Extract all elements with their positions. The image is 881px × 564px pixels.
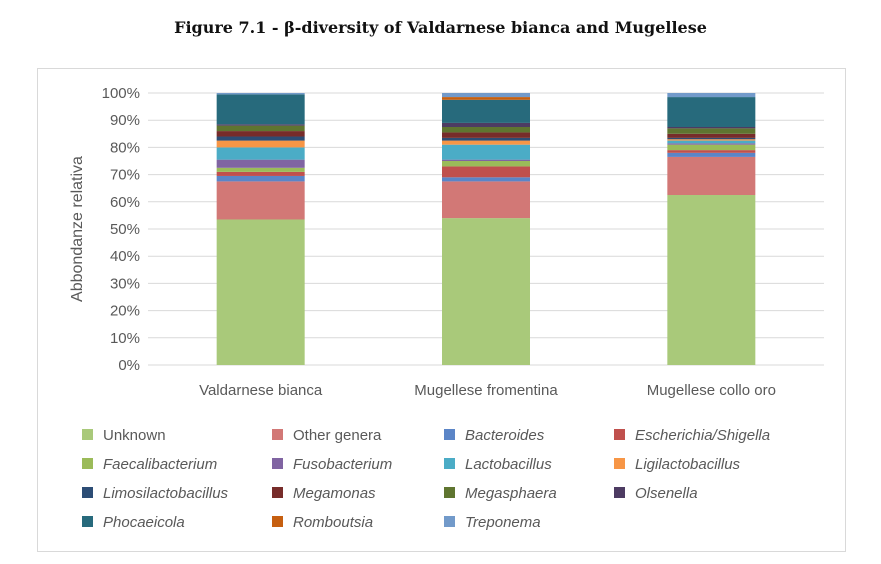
legend-label: Unknown xyxy=(103,427,166,444)
bar-segment xyxy=(216,94,305,125)
legend-label: Olsenella xyxy=(635,485,698,502)
y-tick-label: 50% xyxy=(110,221,140,238)
x-tick-label: Valdarnese bianca xyxy=(199,382,323,399)
bar-segment xyxy=(216,171,305,176)
y-axis-title: Abbondanze relativa xyxy=(69,156,86,302)
y-tick-label: 30% xyxy=(110,275,140,292)
bar-segment xyxy=(442,99,530,123)
legend-swatch xyxy=(82,516,93,527)
legend-label: Faecalibacterium xyxy=(103,456,217,473)
bar-segment xyxy=(442,132,530,138)
y-tick-label: 40% xyxy=(110,248,140,265)
bar-segment xyxy=(667,140,756,144)
legend-swatch xyxy=(82,429,93,440)
y-tick-label: 20% xyxy=(110,303,140,320)
bar-segment xyxy=(442,166,530,178)
legend-swatch xyxy=(272,487,283,498)
stacked-bar-chart: 0% 10% 20% 30% 40% 50% 60% 70% 80% 90% 100% Valdar… xyxy=(69,85,824,531)
y-tick-label: 70% xyxy=(110,167,140,184)
bar-segment xyxy=(442,144,530,160)
y-tick-label: 80% xyxy=(110,139,140,156)
legend-swatch xyxy=(444,429,455,440)
legend-swatch xyxy=(444,487,455,498)
bar-segment xyxy=(667,144,756,151)
bar-segment xyxy=(216,124,305,126)
bars xyxy=(216,93,756,365)
bar-segment xyxy=(667,97,756,127)
bar-segment xyxy=(667,152,756,157)
legend-swatch xyxy=(444,516,455,527)
bar-segment xyxy=(667,93,756,98)
bar-segment xyxy=(667,195,756,365)
bar-segment xyxy=(442,137,530,141)
y-tick-label: 10% xyxy=(110,330,140,347)
legend-label: Treponema xyxy=(465,514,541,531)
y-tick-label: 60% xyxy=(110,194,140,211)
legend: Unknown Other genera Bacteroides Escherichi… xyxy=(82,427,770,531)
bar-segment xyxy=(216,93,305,95)
bar-segment xyxy=(667,133,756,138)
legend-label: Megamonas xyxy=(293,485,376,502)
bar-segment xyxy=(442,218,530,365)
bar-segment xyxy=(216,147,305,160)
bar-segment xyxy=(667,127,756,129)
legend-swatch xyxy=(614,458,625,469)
legend-swatch xyxy=(444,458,455,469)
legend-label: Romboutsia xyxy=(293,514,373,531)
bar-segment xyxy=(442,97,530,100)
chart-container: 0% 10% 20% 30% 40% 50% 60% 70% 80% 90% 100% Valdar… xyxy=(37,68,846,552)
y-tick-label: 0% xyxy=(118,357,140,374)
bar-segment xyxy=(442,140,530,145)
bar-segment xyxy=(442,161,530,167)
bar-segment xyxy=(216,175,305,182)
bar-segment xyxy=(442,93,530,98)
bar-segment xyxy=(216,140,305,148)
bar-segment xyxy=(667,143,756,145)
legend-label: Lactobacillus xyxy=(465,456,552,473)
legend-label: Fusobacterium xyxy=(293,456,392,473)
bar-segment xyxy=(216,159,305,168)
bar-segment xyxy=(216,167,305,172)
legend-label: Other genera xyxy=(293,427,382,444)
bar-segment xyxy=(442,177,530,182)
legend-label: Limosilactobacillus xyxy=(103,485,229,502)
bar-segment xyxy=(216,219,305,365)
bar-segment xyxy=(667,137,756,140)
bar-segment xyxy=(216,181,305,220)
legend-label: Bacteroides xyxy=(465,427,545,444)
x-tick-label: Mugellese fromentina xyxy=(414,382,558,399)
x-axis-ticks: Valdarnese bianca Mugellese fromentina Mug… xyxy=(199,382,776,399)
legend-swatch xyxy=(614,429,625,440)
figure-title: Figure 7.1 - β-diversity of Valdarnese b… xyxy=(174,18,707,37)
bar-segment xyxy=(442,159,530,161)
legend-swatch xyxy=(272,516,283,527)
bar-segment xyxy=(667,128,756,134)
bar-segment xyxy=(216,131,305,137)
bar-segment xyxy=(216,125,305,132)
bar-segment xyxy=(442,181,530,219)
bar-segment xyxy=(667,150,756,153)
y-tick-label: 100% xyxy=(102,85,140,102)
legend-label: Escherichia/Shigella xyxy=(635,427,770,444)
legend-label: Phocaeicola xyxy=(103,514,185,531)
legend-swatch xyxy=(82,458,93,469)
legend-swatch xyxy=(272,429,283,440)
bar-segment xyxy=(442,122,530,127)
legend-swatch xyxy=(82,487,93,498)
legend-swatch xyxy=(272,458,283,469)
legend-swatch xyxy=(614,487,625,498)
y-tick-label: 90% xyxy=(110,112,140,129)
legend-label: Ligilactobacillus xyxy=(635,456,741,473)
bar-segment xyxy=(442,127,530,133)
y-axis-ticks: 0% 10% 20% 30% 40% 50% 60% 70% 80% 90% 100% xyxy=(102,85,140,374)
bar-segment xyxy=(667,156,756,195)
legend-label: Megasphaera xyxy=(465,485,557,502)
x-tick-label: Mugellese collo oro xyxy=(647,382,776,399)
bar-segment xyxy=(667,139,756,141)
bar-segment xyxy=(216,136,305,141)
